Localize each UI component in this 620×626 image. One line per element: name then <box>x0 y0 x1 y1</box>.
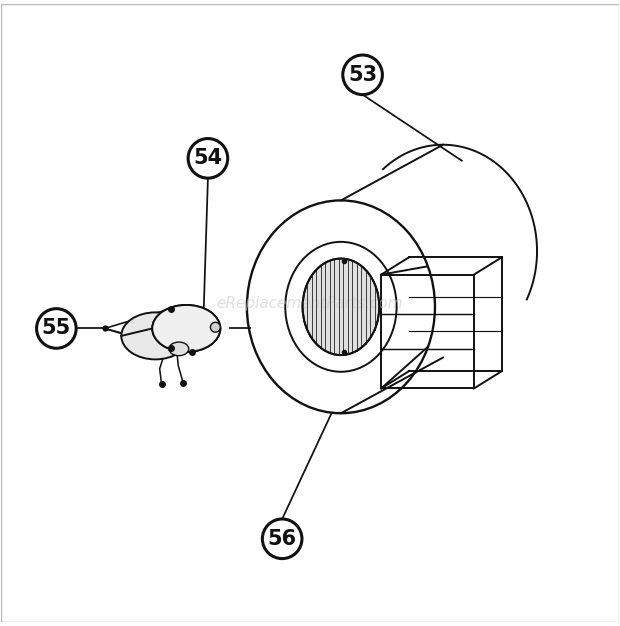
Circle shape <box>188 138 228 178</box>
Text: 53: 53 <box>348 65 377 85</box>
Circle shape <box>210 322 220 332</box>
Ellipse shape <box>303 259 379 355</box>
Ellipse shape <box>169 342 188 356</box>
Text: 54: 54 <box>193 148 223 168</box>
Ellipse shape <box>153 305 220 352</box>
Circle shape <box>262 519 302 558</box>
Ellipse shape <box>122 312 189 359</box>
Circle shape <box>37 309 76 348</box>
Text: eReplacementParts.com: eReplacementParts.com <box>216 296 404 311</box>
Circle shape <box>343 55 383 95</box>
Ellipse shape <box>153 305 220 352</box>
Text: 56: 56 <box>268 529 297 549</box>
Text: 55: 55 <box>42 319 71 339</box>
